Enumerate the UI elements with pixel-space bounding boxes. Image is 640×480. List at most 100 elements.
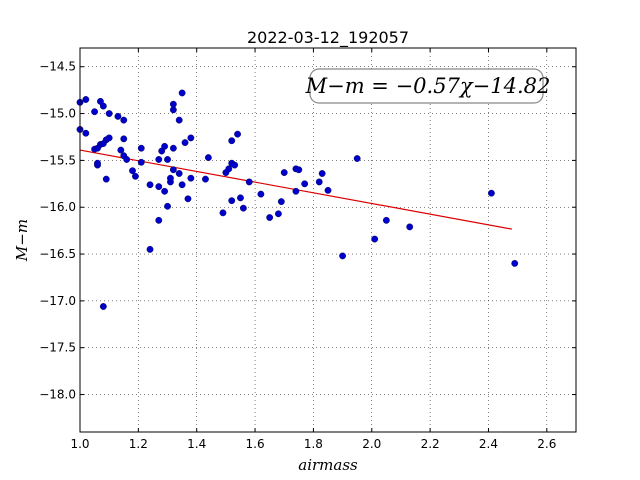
fit-equation-box: M−m = −0.57χ−14.82 bbox=[305, 68, 551, 104]
data-point bbox=[117, 146, 125, 154]
data-point bbox=[225, 165, 233, 173]
y-tick-label: −18.0 bbox=[39, 388, 76, 402]
data-point bbox=[178, 181, 186, 189]
data-point bbox=[129, 167, 136, 175]
data-point bbox=[181, 139, 189, 146]
data-point bbox=[178, 89, 186, 97]
data-point bbox=[132, 172, 139, 180]
y-tick-label: −16.0 bbox=[39, 200, 76, 214]
data-point bbox=[102, 175, 110, 183]
data-point bbox=[315, 178, 323, 186]
data-point bbox=[105, 110, 113, 117]
data-point bbox=[295, 166, 303, 174]
data-point bbox=[219, 209, 227, 217]
data-point bbox=[234, 130, 241, 138]
data-point bbox=[91, 108, 98, 116]
data-point bbox=[169, 144, 177, 152]
data-point bbox=[175, 116, 183, 124]
data-point bbox=[155, 183, 163, 191]
data-points bbox=[76, 89, 519, 310]
data-point bbox=[237, 194, 244, 202]
data-point bbox=[99, 303, 107, 310]
plot-area bbox=[80, 48, 576, 432]
data-point bbox=[82, 129, 90, 137]
x-tick-label: 1.0 bbox=[70, 437, 89, 451]
y-tick-label: −15.5 bbox=[39, 153, 76, 167]
data-point bbox=[164, 202, 171, 210]
axis-ticks bbox=[79, 48, 576, 432]
data-point bbox=[187, 134, 195, 142]
data-point bbox=[274, 210, 282, 218]
data-point bbox=[257, 190, 265, 198]
data-point bbox=[105, 134, 113, 142]
data-point bbox=[487, 189, 495, 197]
data-point bbox=[228, 197, 236, 205]
x-axis-label: airmass bbox=[298, 456, 358, 474]
x-tick-label: 2.2 bbox=[421, 437, 440, 451]
data-point bbox=[187, 174, 195, 182]
data-point bbox=[301, 180, 309, 188]
data-point bbox=[146, 181, 154, 189]
x-tick-label: 2.0 bbox=[362, 437, 381, 451]
plot-frame bbox=[79, 47, 577, 433]
data-point bbox=[155, 216, 163, 224]
data-point bbox=[123, 156, 131, 163]
data-point bbox=[146, 245, 154, 253]
data-point bbox=[169, 166, 177, 174]
data-point bbox=[371, 235, 379, 243]
data-point bbox=[94, 144, 101, 152]
data-point bbox=[228, 137, 236, 145]
data-point bbox=[511, 260, 519, 267]
y-tick-label: −16.5 bbox=[39, 247, 76, 261]
y-tick-label: −14.5 bbox=[39, 60, 76, 74]
data-point bbox=[231, 161, 239, 169]
data-point bbox=[292, 187, 300, 195]
data-point bbox=[155, 156, 163, 163]
data-point bbox=[120, 135, 128, 143]
data-point bbox=[167, 174, 174, 182]
y-tick-label: −17.0 bbox=[39, 294, 76, 308]
data-point bbox=[161, 187, 169, 195]
x-tick-label: 1.4 bbox=[187, 437, 206, 451]
data-point bbox=[277, 198, 285, 206]
data-point bbox=[137, 158, 145, 166]
x-tick-label: 1.2 bbox=[129, 437, 148, 451]
y-axis-label: M−m bbox=[13, 219, 31, 262]
data-point bbox=[202, 175, 209, 183]
data-point bbox=[120, 116, 128, 124]
y-tick-label: −17.5 bbox=[39, 341, 76, 355]
data-point bbox=[280, 169, 288, 176]
data-point bbox=[382, 216, 390, 224]
data-point bbox=[406, 223, 414, 231]
data-point bbox=[99, 140, 107, 147]
data-point bbox=[169, 100, 177, 108]
data-point bbox=[184, 195, 192, 203]
fit-equation: M−m = −0.57χ−14.82 bbox=[305, 74, 551, 98]
annotation-frame bbox=[309, 68, 544, 104]
data-point bbox=[318, 170, 326, 177]
x-tick-label: 2.4 bbox=[479, 437, 498, 451]
data-point bbox=[353, 155, 361, 162]
data-point bbox=[324, 186, 332, 194]
data-point bbox=[164, 156, 171, 163]
x-tick-label: 1.6 bbox=[246, 437, 265, 451]
data-point bbox=[239, 204, 247, 212]
chart-title: 2022-03-12_192057 bbox=[247, 28, 409, 48]
data-point bbox=[82, 96, 90, 103]
data-point bbox=[245, 178, 253, 186]
x-tick-labels: 1.0 1.2 1.4 1.6 1.8 2.0 2.2 2.4 2.6 bbox=[70, 437, 556, 451]
data-point bbox=[114, 112, 122, 120]
data-point bbox=[339, 252, 346, 260]
y-tick-labels: −14.5 −15.0 −15.5 −16.0 −16.5 −17.0 −17.5 −18.0 bbox=[39, 60, 76, 402]
data-point bbox=[161, 142, 169, 150]
data-point bbox=[204, 154, 212, 161]
data-point bbox=[99, 102, 107, 110]
x-tick-label: 2.6 bbox=[537, 437, 556, 451]
data-point bbox=[266, 214, 274, 221]
data-point bbox=[137, 144, 145, 152]
x-tick-label: 1.8 bbox=[304, 437, 323, 451]
data-point bbox=[175, 170, 183, 177]
y-tick-label: −15.0 bbox=[39, 107, 76, 121]
gridlines bbox=[79, 48, 576, 432]
